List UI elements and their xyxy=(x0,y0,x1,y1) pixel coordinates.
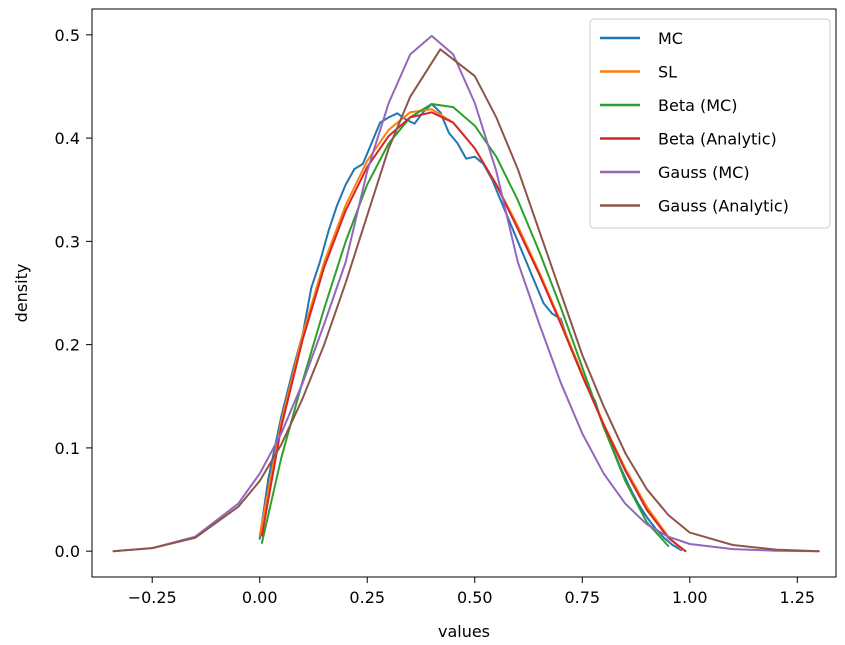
legend-label: Beta (MC) xyxy=(658,96,737,115)
x-tick-label: 1.25 xyxy=(779,588,815,607)
y-axis-ticks: 0.0 0.1 0.2 0.3 0.4 0.5 xyxy=(55,26,92,561)
x-tick-label: 0.00 xyxy=(242,588,278,607)
y-tick-label: 0.2 xyxy=(55,336,80,355)
series-line-gauss-analytic xyxy=(112,48,820,553)
x-tick-label: 0.75 xyxy=(564,588,600,607)
y-tick-label: 0.5 xyxy=(55,26,80,45)
series-line-beta-analytic xyxy=(260,111,687,553)
y-tick-label: 0.0 xyxy=(55,542,80,561)
y-tick-label: 0.3 xyxy=(55,232,80,251)
legend-label: Gauss (Analytic) xyxy=(658,197,789,216)
y-tick-label: 0.4 xyxy=(55,129,80,148)
axes-frame xyxy=(91,8,837,578)
legend-label: Beta (Analytic) xyxy=(658,130,777,149)
x-tick-label: 1.00 xyxy=(672,588,708,607)
legend-label: Gauss (MC) xyxy=(658,163,750,182)
x-axis-ticks: −0.25 0.00 0.25 0.50 0.75 1.00 1.25 xyxy=(128,577,815,607)
legend: MC SL Beta (MC) Beta (Analytic) Gauss (MC) Ga… xyxy=(589,18,831,229)
legend-label: SL xyxy=(658,63,677,82)
y-axis-label: density xyxy=(12,264,31,323)
series-line-gauss-mc xyxy=(112,34,820,553)
legend-label: MC xyxy=(658,29,683,48)
legend-box xyxy=(589,18,831,229)
x-axis-label: values xyxy=(438,622,490,641)
x-tick-label: 0.50 xyxy=(457,588,493,607)
x-tick-label: 0.25 xyxy=(349,588,385,607)
plot-lines xyxy=(112,34,820,553)
y-tick-label: 0.1 xyxy=(55,439,80,458)
x-tick-label: −0.25 xyxy=(128,588,177,607)
